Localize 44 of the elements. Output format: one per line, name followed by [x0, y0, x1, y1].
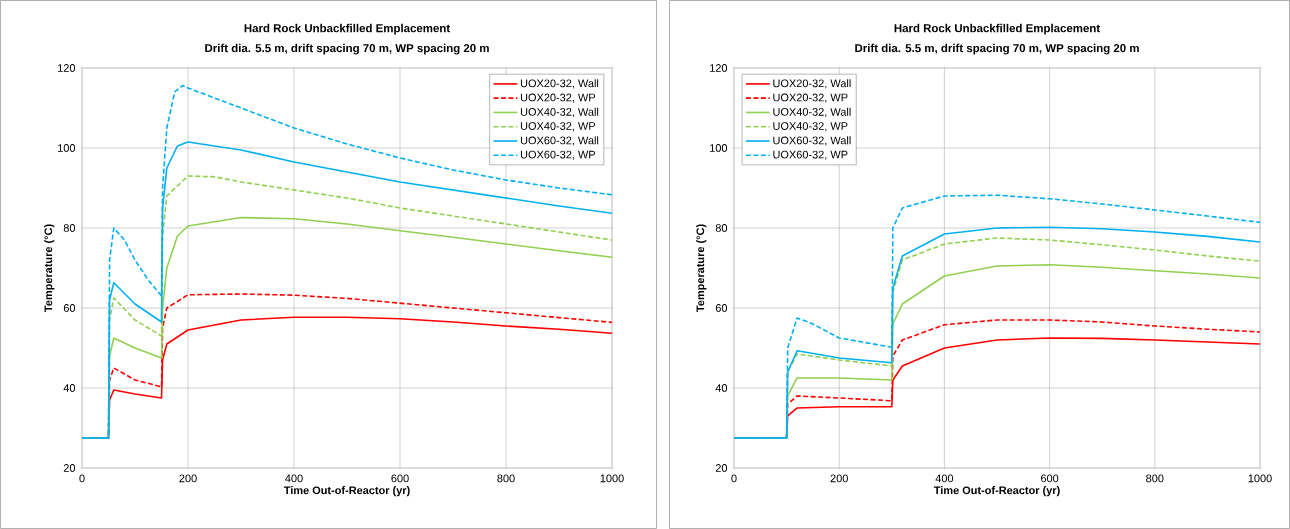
- legend-label: UOX60-32, Wall: [520, 136, 599, 146]
- x-tick-label: 0: [731, 474, 737, 483]
- x-tick-label: 600: [1041, 474, 1059, 483]
- x-tick-label: 800: [1146, 474, 1164, 483]
- x-axis-title: Time Out-of-Reactor (yr): [933, 486, 1060, 497]
- legend-label: UOX40-32, Wall: [773, 107, 851, 118]
- legend-label: UOX60-32, WP: [520, 150, 596, 160]
- x-tick-label: 1000: [600, 474, 624, 483]
- x-axis-title: Time Out-of-Reactor (yr): [283, 486, 410, 497]
- x-tick-label: 400: [935, 474, 954, 483]
- x-tick-label: 600: [391, 474, 409, 483]
- y-tick-label: 100: [710, 144, 728, 152]
- y-tick-label: 20: [63, 464, 76, 472]
- x-tick-label: 400: [285, 474, 303, 483]
- legend-label: UOX60-32, Wall: [773, 136, 851, 146]
- y-tick-label: 80: [63, 224, 76, 232]
- legend-label: UOX40-32, WP: [773, 122, 848, 132]
- y-tick-label: 120: [710, 64, 728, 72]
- y-tick-label: 80: [715, 224, 728, 232]
- x-tick-label: 200: [179, 474, 197, 483]
- y-tick-label: 60: [715, 304, 728, 312]
- legend-label: UOX20-32, WP: [773, 93, 848, 103]
- y-tick-label: 20: [715, 464, 728, 472]
- x-tick-label: 0: [79, 474, 85, 483]
- legend-label: UOX40-32, Wall: [520, 107, 599, 118]
- y-axis-title: Temperature (°C): [696, 224, 707, 312]
- chart-title: Hard Rock Unbackfilled Emplacement: [894, 23, 1100, 35]
- y-tick-label: 40: [63, 384, 76, 392]
- legend-label: UOX40-32, WP: [520, 122, 596, 132]
- y-tick-label: 120: [58, 64, 76, 72]
- x-tick-label: 800: [497, 474, 515, 483]
- y-tick-label: 60: [63, 304, 76, 312]
- legend-label: UOX20-32, WP: [520, 93, 596, 103]
- chart-subtitle: Drift dia. 5.5 m, drift spacing 70 m, WP spacing 20 m: [205, 43, 489, 55]
- x-tick-label: 1000: [1248, 474, 1272, 483]
- legend-label: UOX60-32, WP: [773, 150, 848, 160]
- y-tick-label: 40: [715, 384, 728, 392]
- legend-label: UOX20-32, Wall: [773, 79, 851, 89]
- y-tick-label: 100: [58, 144, 76, 152]
- legend-label: UOX20-32, Wall: [520, 79, 599, 89]
- chart-title: Hard Rock Unbackfilled Emplacement: [244, 23, 450, 35]
- chart-subtitle: Drift dia. 5.5 m, drift spacing 70 m, WP spacing 20 m: [855, 43, 1139, 55]
- y-axis-title: Temperature (°C): [44, 224, 55, 312]
- x-tick-label: 200: [830, 474, 848, 483]
